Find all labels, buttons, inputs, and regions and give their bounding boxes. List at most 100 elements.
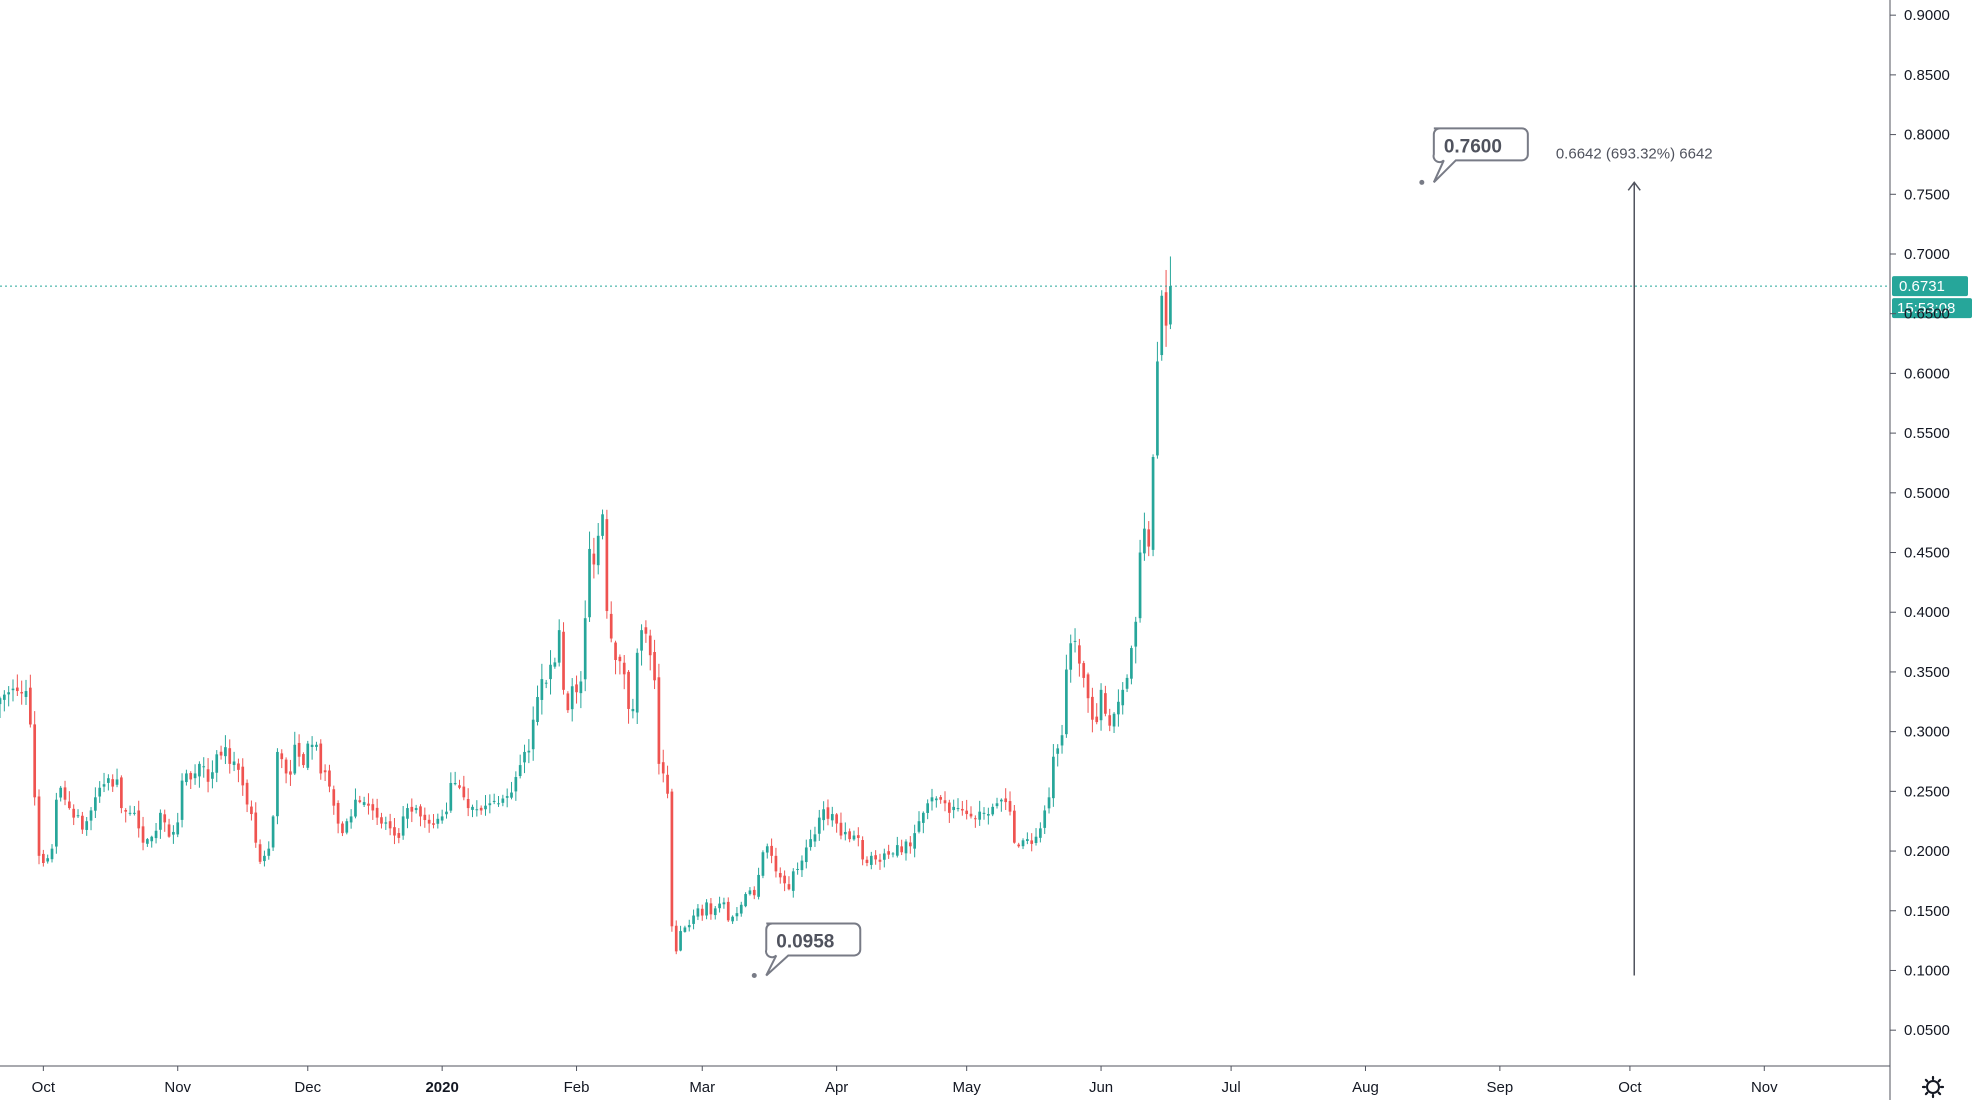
candle — [787, 876, 791, 891]
gear-icon[interactable] — [1926, 1080, 1940, 1094]
candle — [206, 758, 210, 793]
candle — [332, 785, 336, 815]
price-tick-label: 0.3000 — [1904, 724, 1950, 741]
candle — [414, 804, 418, 814]
candle — [987, 807, 990, 825]
candle — [410, 798, 414, 823]
candle-body — [839, 822, 843, 836]
candle — [748, 887, 752, 896]
candle-body — [362, 802, 366, 805]
candle — [380, 812, 383, 829]
candle — [1086, 672, 1090, 713]
candle — [193, 764, 197, 785]
candle-body — [757, 874, 760, 897]
price-tick-label: 0.2500 — [1904, 783, 1950, 800]
candle-body — [20, 692, 24, 694]
candle — [596, 523, 600, 575]
candle — [921, 811, 925, 834]
candle-body — [817, 817, 821, 834]
candle — [878, 853, 882, 870]
candle — [579, 671, 583, 709]
candle — [700, 904, 704, 921]
candle-body — [198, 763, 201, 777]
time-tick-label: Jul — [1222, 1079, 1241, 1096]
candle-body — [718, 903, 721, 909]
candle — [926, 799, 930, 820]
candle — [453, 771, 457, 786]
candle-body — [895, 845, 899, 856]
candle-body — [657, 677, 661, 764]
candle — [267, 841, 271, 860]
candle-body — [423, 814, 427, 821]
settings-gear-icon[interactable] — [1921, 1075, 1945, 1099]
candle-body — [904, 841, 908, 854]
candle — [393, 817, 396, 845]
candle — [345, 818, 349, 835]
candle — [718, 896, 721, 913]
candle-body — [683, 927, 687, 932]
candle — [510, 781, 513, 800]
price-tick-label: 0.3500 — [1904, 664, 1950, 681]
price-tick-label: 0.9000 — [1904, 7, 1950, 24]
candle-body — [947, 802, 951, 813]
candle-body — [540, 679, 544, 700]
candle — [735, 907, 739, 921]
price-tick-label: 0.7000 — [1904, 246, 1950, 263]
candle — [991, 803, 995, 817]
candle-body — [1021, 840, 1025, 847]
candle — [978, 800, 982, 826]
candle-body — [583, 618, 587, 680]
candle — [159, 809, 162, 839]
candle-body — [744, 894, 747, 907]
candle-body — [375, 807, 379, 818]
candle-body — [63, 787, 67, 800]
candle — [757, 867, 760, 900]
candle-body — [501, 798, 505, 803]
candle-body — [497, 803, 500, 805]
candle-body — [111, 779, 115, 787]
candle-body — [241, 766, 245, 786]
candle — [94, 787, 97, 819]
candle-body — [124, 810, 128, 812]
candle — [323, 764, 327, 782]
candle-body — [336, 802, 340, 824]
candle — [614, 640, 617, 675]
candle — [934, 796, 938, 808]
candle — [913, 824, 916, 858]
candle-body — [991, 806, 995, 815]
candle-body — [332, 789, 336, 806]
price-tick-label: 0.6500 — [1904, 306, 1950, 323]
candle-body — [1013, 810, 1016, 843]
candle — [484, 795, 487, 816]
candle — [29, 674, 32, 728]
candle-body — [15, 687, 19, 692]
candle — [540, 663, 544, 715]
candle-body — [1047, 797, 1051, 809]
candle-body — [622, 662, 626, 675]
candle-body — [713, 908, 717, 916]
candle-body — [804, 847, 808, 863]
candle — [839, 812, 843, 840]
candle — [605, 509, 609, 619]
candle — [956, 798, 960, 812]
candle — [527, 739, 531, 764]
candle-body — [284, 759, 288, 774]
candle — [297, 734, 301, 767]
candle — [947, 799, 951, 823]
candle-body — [627, 671, 630, 709]
candle-body — [666, 774, 669, 794]
candle-body — [432, 823, 435, 825]
candle-body — [1160, 295, 1164, 356]
candle-body — [393, 827, 396, 836]
candle-body — [128, 812, 132, 814]
candle-body — [211, 772, 214, 779]
candle-body — [176, 822, 180, 835]
candle-body — [852, 835, 856, 840]
candle-body — [934, 798, 938, 801]
candle — [609, 601, 613, 643]
candle-body — [72, 808, 76, 818]
candle — [674, 920, 678, 955]
candle-body — [705, 902, 708, 916]
candle-body — [427, 819, 431, 824]
